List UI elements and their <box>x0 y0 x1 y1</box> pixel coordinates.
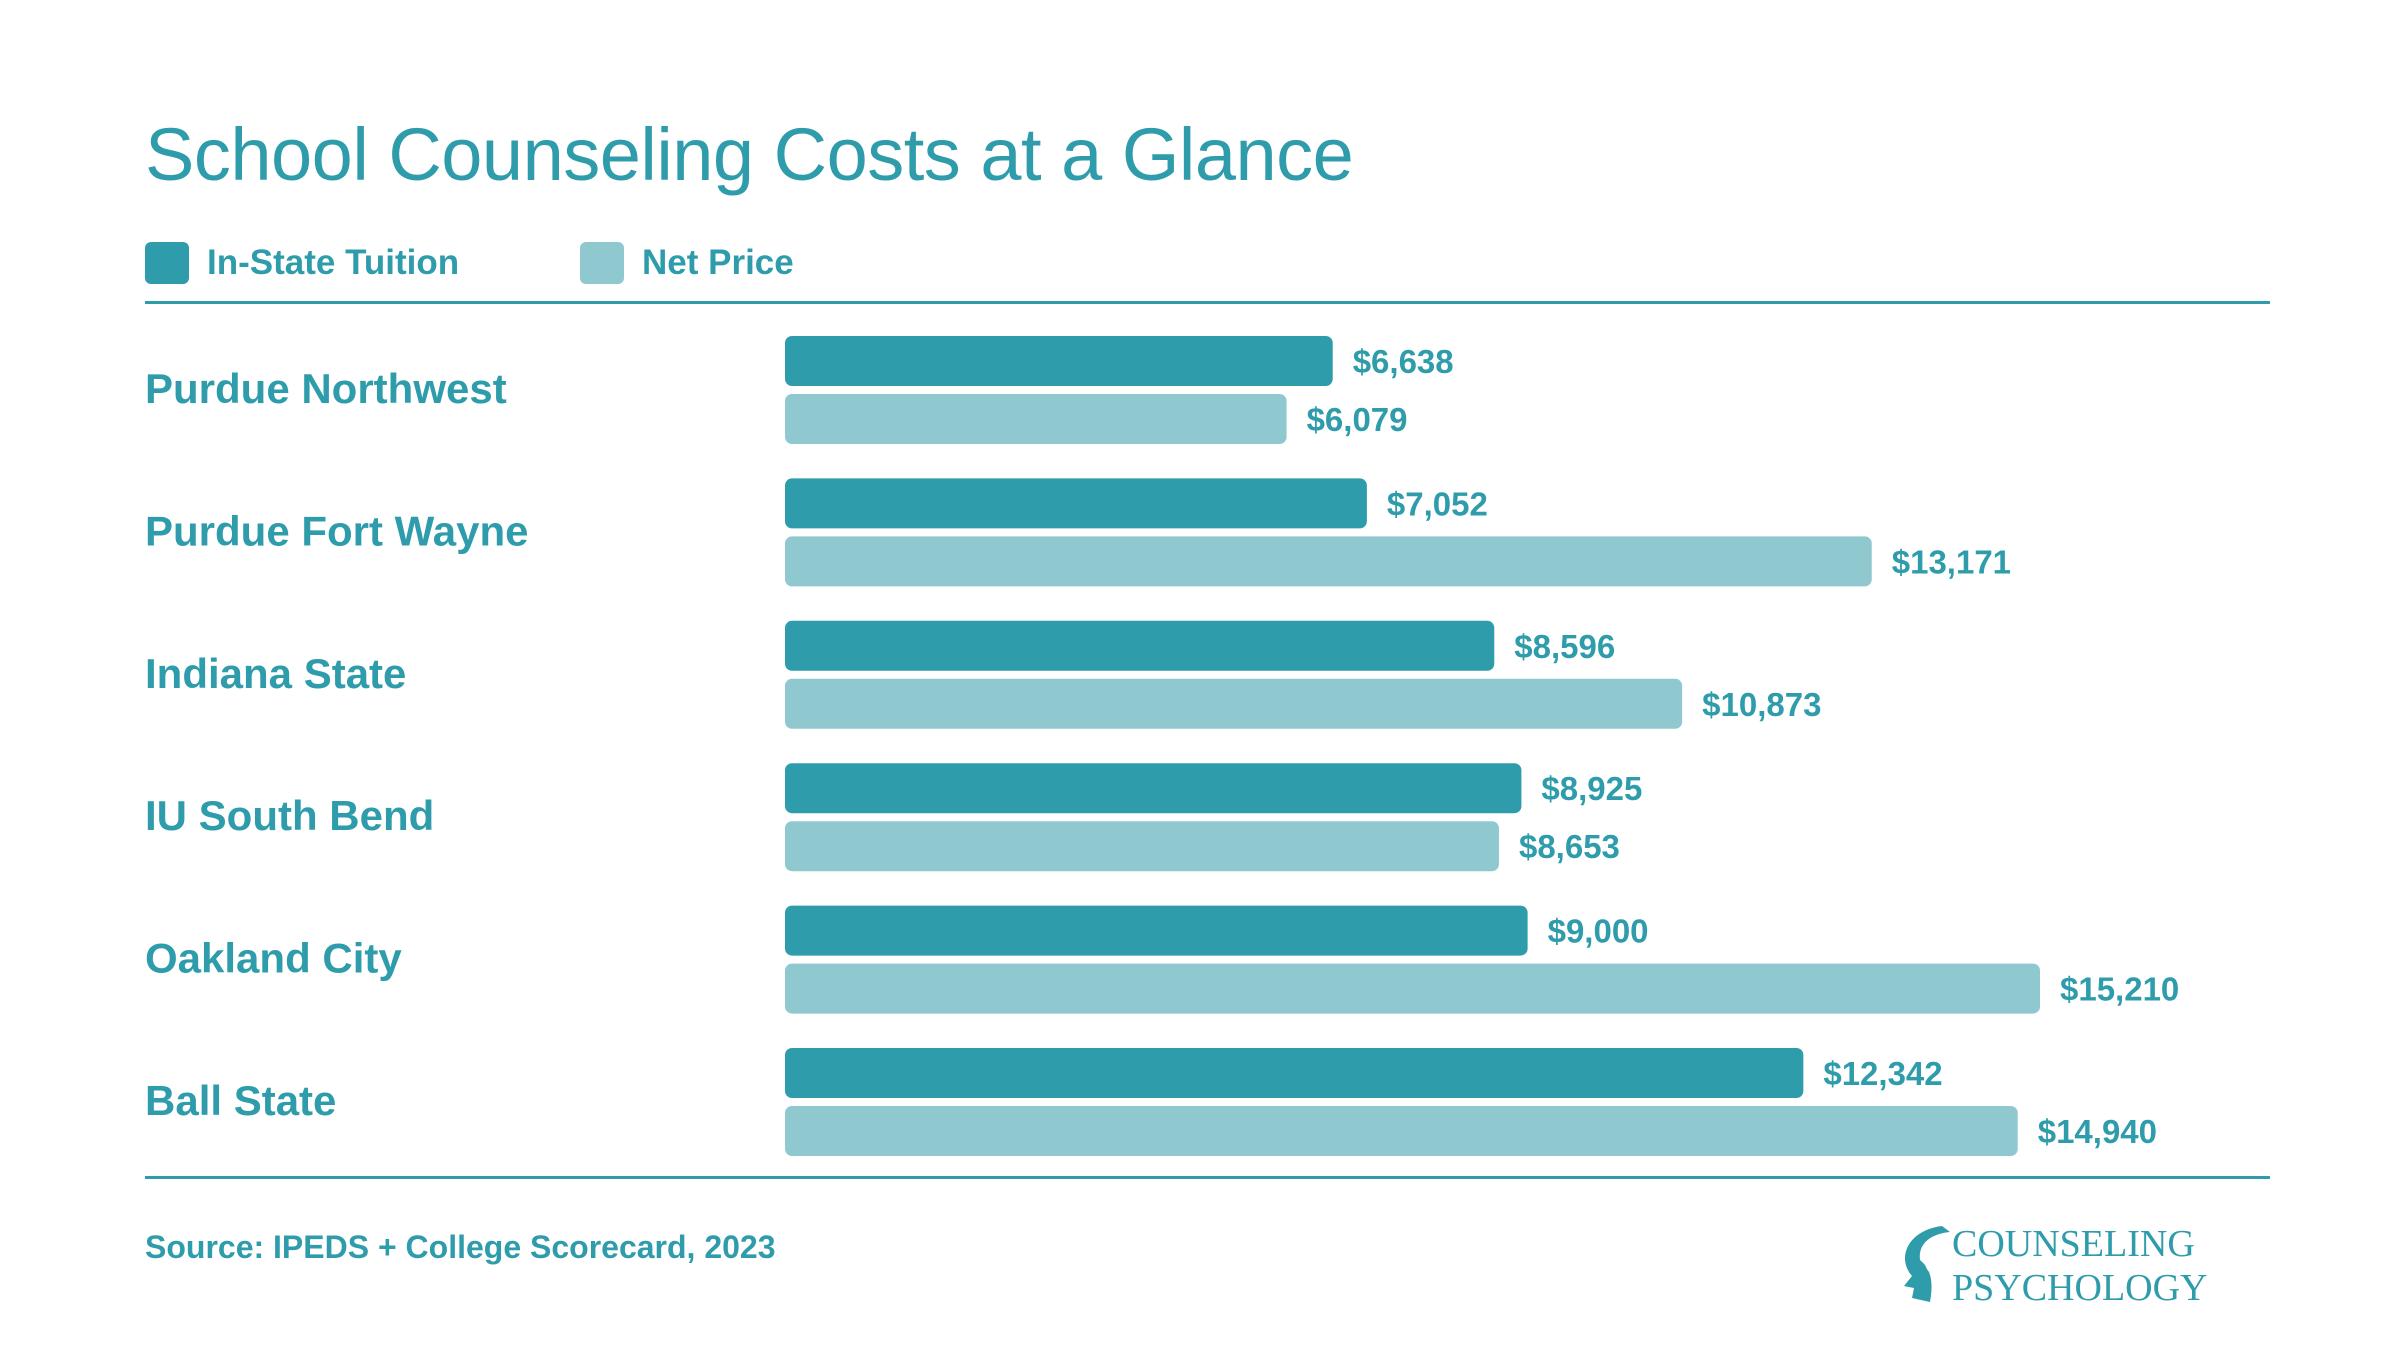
data-label-net-price-iu-south-bend: $8,653 <box>1519 828 1620 865</box>
bar-net-price-indiana-state <box>785 678 1683 729</box>
data-label-net-price-purdue-fort-wayne: $13,171 <box>1892 543 2011 580</box>
category-label-iu-south-bend: IU South Bend <box>145 792 434 839</box>
bar-net-price-ball-state <box>785 1106 2018 1156</box>
legend-label-in-state-tuition: In-State Tuition <box>207 243 460 282</box>
bar-net-price-purdue-fort-wayne <box>785 536 1872 587</box>
data-label-in-state-tuition-ball-state: $12,342 <box>1823 1055 1942 1092</box>
data-label-net-price-oakland-city: $15,210 <box>2060 971 2179 1008</box>
legend-item-net-price: Net Price <box>580 242 794 284</box>
category-label-ball-state: Ball State <box>145 1077 336 1124</box>
bar-in-state-tuition-indiana-state <box>785 620 1495 671</box>
bar-in-state-tuition-iu-south-bend <box>785 763 1522 814</box>
svg-text:PSYCHOLOGY: PSYCHOLOGY <box>1952 1267 2207 1308</box>
bar-in-state-tuition-purdue-fort-wayne <box>785 478 1367 529</box>
bar-chart: Purdue Northwest $6,638 $6,079 Purdue Fort … <box>145 336 2179 1156</box>
data-label-net-price-purdue-northwest: $6,079 <box>1307 401 1408 438</box>
legend-label-net-price: Net Price <box>642 243 794 282</box>
category-label-oakland-city: Oakland City <box>145 935 402 982</box>
bar-in-state-tuition-oakland-city <box>785 905 1528 956</box>
source-note: Source: IPEDS + College Scorecard, 2023 <box>145 1229 776 1265</box>
legend-swatch-net-price <box>580 242 624 284</box>
data-label-in-state-tuition-indiana-state: $8,596 <box>1514 628 1615 665</box>
data-label-in-state-tuition-purdue-northwest: $6,638 <box>1353 343 1454 380</box>
legend-swatch-in-state-tuition <box>145 242 189 284</box>
bar-net-price-oakland-city <box>785 963 2040 1014</box>
bar-in-state-tuition-ball-state <box>785 1048 1804 1098</box>
legend-item-in-state-tuition: In-State Tuition <box>145 242 459 284</box>
category-label-indiana-state: Indiana State <box>145 650 406 697</box>
bar-net-price-purdue-northwest <box>785 394 1287 444</box>
data-label-in-state-tuition-iu-south-bend: $8,925 <box>1541 770 1642 807</box>
data-label-net-price-indiana-state: $10,873 <box>1702 686 1821 723</box>
svg-text:COUNSELING: COUNSELING <box>1952 1223 2195 1265</box>
bar-net-price-iu-south-bend <box>785 821 1499 872</box>
bottom-divider <box>145 1176 2270 1179</box>
category-label-purdue-fort-wayne: Purdue Fort Wayne <box>145 507 528 554</box>
top-divider <box>145 301 2270 304</box>
data-label-net-price-ball-state: $14,940 <box>2038 1113 2157 1150</box>
data-label-in-state-tuition-oakland-city: $9,000 <box>1548 913 1649 950</box>
category-label-purdue-northwest: Purdue Northwest <box>145 365 507 412</box>
bar-in-state-tuition-purdue-northwest <box>785 336 1333 386</box>
counseling-psychology-logo: COUNSELING PSYCHOLOGY <box>1904 1223 2207 1308</box>
data-label-in-state-tuition-purdue-fort-wayne: $7,052 <box>1387 485 1488 522</box>
chart-title: School Counseling Costs at a Glance <box>145 113 1354 196</box>
